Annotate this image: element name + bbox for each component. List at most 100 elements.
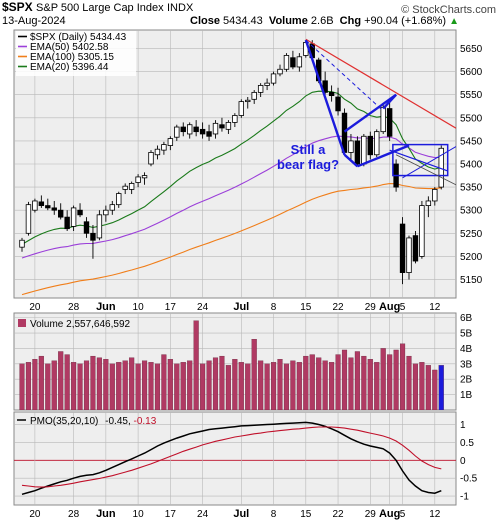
pmo-signal-line	[21, 426, 442, 488]
volume-bar	[64, 354, 70, 410]
candle-body	[283, 55, 290, 70]
candle-body	[128, 183, 135, 190]
volume-bar	[45, 363, 51, 410]
volume-bar	[290, 360, 296, 410]
candle-body	[135, 176, 141, 183]
candle-body	[212, 122, 219, 135]
volume-bar	[341, 349, 348, 410]
volume-bar	[277, 359, 283, 410]
candle-body	[51, 207, 57, 211]
annotation-line: bear flag?	[277, 157, 339, 172]
volume-bar	[264, 363, 270, 410]
candle-body	[412, 235, 419, 262]
pmo-x-tick-label: 17	[165, 509, 177, 520]
volume-legend-swatch	[18, 319, 26, 327]
ticker-line: $SPX S&P 500 Large Cap Index INDX	[2, 1, 193, 15]
volume-bar	[148, 362, 154, 410]
candle-body	[270, 73, 277, 84]
pmo-legend: PMO(35,20,10) -0.45, -0.13	[17, 416, 157, 427]
volume-bar	[174, 363, 180, 410]
price-x-tick-label: Jun	[96, 301, 116, 313]
candle-body	[335, 96, 341, 112]
price-x-tick-label: Aug	[379, 301, 400, 313]
volume-bar	[406, 355, 412, 410]
candle-body	[251, 91, 257, 100]
candle-body	[161, 144, 167, 151]
pmo-tick-label: -1	[460, 492, 469, 503]
price-tick-label: 5350	[460, 183, 483, 194]
candle-body	[367, 135, 373, 156]
flag-pattern-lines	[304, 38, 456, 186]
candle-body	[386, 108, 393, 137]
pmo-x-tick-label: Aug	[379, 508, 400, 520]
candle-body	[225, 122, 232, 130]
candle-body	[290, 57, 296, 68]
pmo-lines	[21, 421, 442, 496]
flag-lower-line	[356, 144, 410, 168]
volume-bar	[270, 362, 277, 410]
candle-body	[374, 131, 380, 156]
volume-bar	[303, 355, 309, 410]
volume-bar	[180, 362, 186, 410]
volume-bar	[38, 355, 44, 410]
volume-bar	[283, 363, 289, 410]
volume-bar	[432, 369, 438, 410]
pmo-legend-prefix: PMO(35,20,10)	[30, 416, 98, 427]
price-legend-entry: EMA(20) 5396.44	[30, 62, 109, 73]
pmo-tick-label: 0.5	[460, 438, 474, 449]
volume-bar	[83, 360, 90, 410]
candle-body	[141, 175, 148, 179]
pmo-x-tick-label: 5	[400, 509, 406, 520]
volume-bar	[399, 343, 406, 410]
pmo-tick-label: -0.5	[460, 474, 478, 485]
candle-body	[328, 91, 335, 97]
pmo-tick-label: 1	[460, 420, 466, 431]
volume-bar	[116, 362, 122, 410]
volume-tick-label: 3B	[460, 359, 473, 370]
volume-bar	[219, 355, 225, 410]
candle-body	[296, 56, 303, 68]
consolidation-box	[392, 143, 449, 177]
price-x-tick-label: 5	[400, 302, 406, 313]
flag-pole-base-line	[343, 153, 359, 168]
candle-body	[25, 204, 32, 234]
volume-bar	[103, 359, 109, 410]
volume-bar	[374, 362, 380, 410]
candle-body	[45, 205, 51, 209]
price-tick-label: 5450	[460, 136, 483, 147]
price-x-tick-label: 12	[429, 302, 441, 313]
volume-bar	[335, 354, 341, 410]
candle-body	[77, 209, 83, 216]
bear-flag-annotation: Still a bear flag?	[277, 142, 339, 172]
candle-body	[64, 216, 70, 230]
volume-bar	[96, 357, 102, 410]
volume-bar	[361, 355, 367, 410]
pmo-x-tick-label: Jun	[96, 508, 116, 520]
pmo-tick-label: 0	[460, 456, 466, 467]
declining-support-line	[395, 154, 456, 186]
flag-pole-line	[304, 39, 346, 156]
candle-body	[399, 223, 406, 273]
volume-bar	[51, 360, 57, 410]
volume-bar	[393, 349, 399, 410]
candle-body	[199, 128, 206, 135]
close-label: Close	[190, 15, 220, 27]
candle-body	[406, 237, 412, 273]
pmo-x-tick-label: 12	[429, 509, 441, 520]
price-tick-label: 5650	[460, 44, 483, 55]
price-tick-label: 5150	[460, 275, 483, 286]
volume-bar	[232, 359, 238, 410]
candle-body	[193, 126, 199, 133]
price-legend-entry: $SPX (Daily) 5434.43	[30, 32, 127, 43]
candle-body	[245, 99, 251, 103]
volume-bar	[387, 354, 393, 410]
quote-line: Close 5434.43 Volume 2.6B Chg +90.04 (+1…	[190, 15, 459, 28]
price-legend-entry: EMA(100) 5305.15	[30, 52, 114, 63]
candle-body	[219, 124, 225, 129]
volume-bar	[316, 357, 322, 410]
volume-tick-label: 4B	[460, 344, 473, 355]
ticker-symbol: $SPX	[2, 0, 33, 14]
pmo-x-tick-label: 20	[29, 509, 41, 520]
pmo-legend-pmo-value: -0.45	[105, 416, 128, 427]
price-x-tick-label: 15	[300, 302, 312, 313]
